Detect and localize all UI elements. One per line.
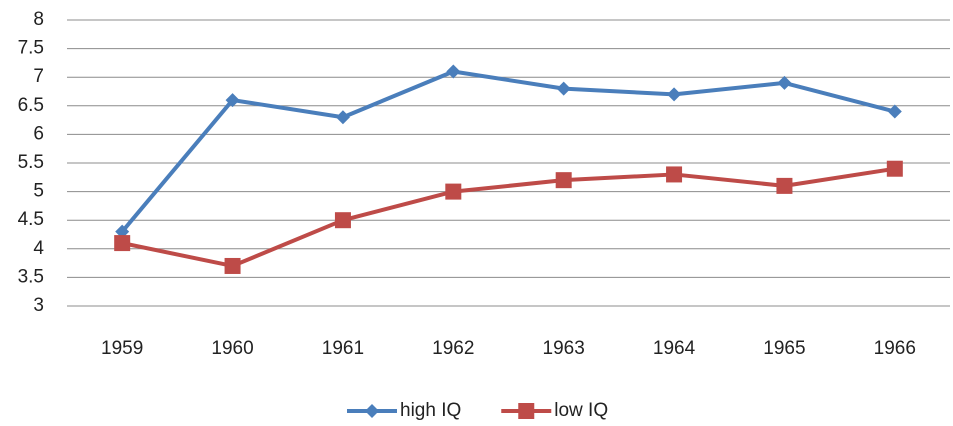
y-tick-label: 6 <box>33 123 44 144</box>
y-tick-label: 4 <box>33 238 44 259</box>
x-tick-label: 1965 <box>763 338 805 359</box>
series-line <box>120 69 896 233</box>
legend-label: low IQ <box>554 400 608 421</box>
x-tick-label: 1966 <box>874 338 916 359</box>
data-point <box>556 81 571 96</box>
data-point <box>224 257 241 274</box>
data-point <box>666 166 683 183</box>
x-tick-label: 1961 <box>322 338 364 359</box>
x-tick-label: 1960 <box>211 338 253 359</box>
data-point <box>334 212 351 229</box>
data-point <box>225 93 240 108</box>
data-point <box>776 177 793 194</box>
y-tick-label: 5 <box>33 181 44 202</box>
data-point <box>114 235 131 252</box>
data-point <box>446 64 461 79</box>
y-tick-label: 6.5 <box>18 95 44 116</box>
x-tick-label: 1959 <box>101 338 143 359</box>
data-point <box>886 160 903 177</box>
legend-label: high IQ <box>400 400 461 421</box>
data-point <box>777 75 792 90</box>
x-tick-label: 1964 <box>653 338 696 359</box>
y-tick-label: 4.5 <box>18 209 44 230</box>
y-tick-label: 7 <box>33 66 44 87</box>
legend-marker <box>365 404 379 418</box>
legend-marker <box>518 403 535 419</box>
y-tick-label: 7.5 <box>18 38 44 59</box>
x-tick-label: 1963 <box>543 338 585 359</box>
data-point <box>667 87 682 102</box>
y-tick-label: 3.5 <box>18 266 44 287</box>
y-tick-label: 5.5 <box>18 152 44 173</box>
data-point <box>555 172 572 189</box>
y-tick-label: 8 <box>33 9 44 30</box>
data-point <box>445 183 462 200</box>
x-tick-label: 1962 <box>432 338 474 359</box>
series-line <box>121 166 896 268</box>
y-tick-label: 3 <box>33 295 44 316</box>
data-point <box>887 104 902 119</box>
data-point <box>335 110 350 125</box>
